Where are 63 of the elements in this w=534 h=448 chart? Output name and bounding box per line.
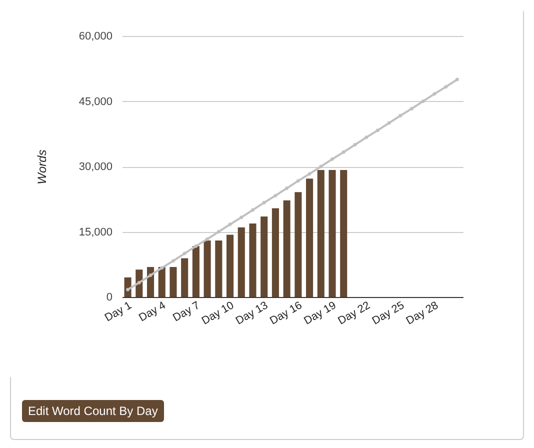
bar	[192, 246, 200, 297]
point	[432, 92, 436, 96]
point	[262, 200, 266, 204]
point	[274, 194, 278, 198]
point	[194, 244, 198, 248]
y-tick-label: 60,000	[78, 30, 112, 42]
point	[398, 114, 402, 118]
point	[160, 266, 164, 270]
bar	[328, 170, 336, 297]
bar	[340, 170, 348, 297]
point	[285, 186, 289, 190]
edit-button[interactable]: Edit Word Count By Day	[22, 400, 164, 422]
point	[126, 288, 130, 292]
bar	[306, 178, 314, 297]
x-tick-label: Day 16	[268, 300, 304, 328]
x-tick-label: Day 4	[136, 300, 168, 324]
point	[240, 216, 244, 220]
point	[387, 121, 391, 125]
bar	[226, 234, 234, 297]
y-tick-label: 30,000	[78, 161, 112, 173]
x-tick-label: Day 10	[200, 300, 236, 328]
bar	[204, 240, 211, 297]
point	[228, 222, 232, 226]
point	[148, 274, 152, 277]
bar	[170, 266, 177, 297]
point	[330, 157, 334, 161]
x-tick-label: Day 13	[234, 300, 270, 328]
point	[455, 78, 459, 82]
point	[308, 172, 312, 176]
x-tick-label: Day 7	[171, 300, 202, 324]
point	[172, 259, 175, 263]
x-tick-label: Day 28	[404, 300, 440, 328]
point	[421, 100, 425, 103]
x-tick-label: Day 25	[370, 300, 406, 328]
point	[296, 179, 300, 183]
y-tick-label: 15,000	[78, 226, 112, 238]
point	[137, 280, 141, 284]
point	[364, 136, 368, 140]
bar	[181, 258, 188, 297]
point	[206, 237, 210, 241]
bar	[238, 227, 245, 297]
bar	[146, 266, 154, 297]
point	[251, 208, 254, 212]
point	[376, 128, 380, 132]
point	[319, 164, 323, 168]
bar	[249, 223, 256, 297]
bar	[272, 208, 279, 297]
point	[182, 252, 186, 256]
point	[216, 230, 220, 234]
point	[444, 85, 448, 89]
y-tick-label: 45,000	[78, 96, 112, 108]
y-axis-title: Words	[34, 150, 49, 184]
bar	[260, 216, 268, 297]
bar	[215, 240, 222, 297]
bar	[283, 200, 290, 297]
x-tick-label: Day 19	[302, 300, 338, 328]
x-tick-label: Day 22	[336, 300, 372, 328]
point	[353, 143, 357, 146]
point	[410, 106, 414, 110]
bar	[294, 192, 302, 297]
bar	[317, 170, 324, 297]
point	[342, 150, 346, 154]
bar	[158, 266, 166, 297]
